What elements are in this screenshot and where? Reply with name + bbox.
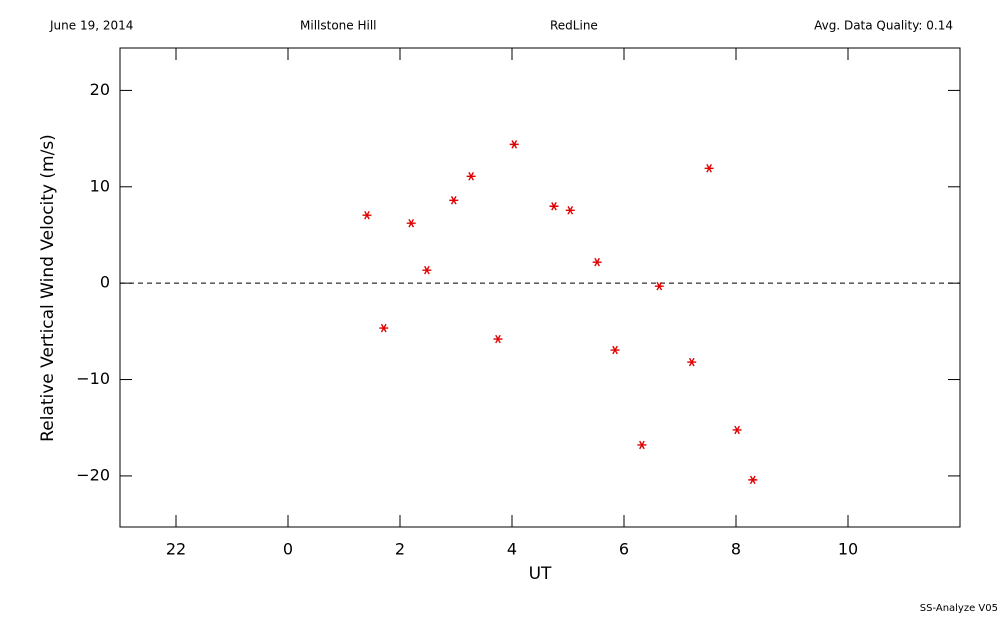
x-tick-label: 2: [395, 540, 405, 559]
data-point: [379, 323, 389, 333]
header-quality: Avg. Data Quality: 0.14: [814, 19, 953, 33]
x-tick-label: 10: [838, 540, 858, 559]
header-date: June 19, 2014: [49, 19, 133, 33]
y-tick-label: −10: [76, 369, 110, 388]
x-axis-label: UT: [529, 564, 552, 584]
x-tick-label: 6: [619, 540, 629, 559]
data-point: [654, 281, 664, 291]
y-tick-label: 20: [90, 80, 110, 99]
data-point: [748, 475, 758, 485]
plot-frame: [119, 47, 961, 528]
data-point: [592, 257, 602, 267]
data-point: [422, 265, 432, 275]
y-tick-label: 0: [100, 273, 110, 292]
x-tick-label: 4: [507, 540, 517, 559]
data-point: [687, 357, 697, 367]
x-tick-label: 22: [166, 540, 186, 559]
y-tick-label: −20: [76, 465, 110, 484]
data-point: [493, 334, 503, 344]
data-point: [549, 202, 559, 211]
y-axis-label: Relative Vertical Wind Velocity (m/s): [38, 134, 58, 442]
data-point: [406, 218, 416, 228]
data-point: [637, 440, 647, 450]
data-point: [565, 206, 575, 215]
data-point: [509, 140, 519, 149]
x-tick-label: 8: [731, 540, 741, 559]
y-tick-label: 10: [90, 176, 110, 195]
data-point: [362, 210, 372, 220]
header-emission: RedLine: [550, 19, 598, 33]
x-tick-label: 0: [283, 540, 293, 559]
header-site: Millstone Hill: [300, 19, 376, 33]
data-point: [732, 425, 742, 435]
data-point: [610, 345, 620, 355]
data-point: [466, 172, 476, 181]
data-point: [449, 196, 459, 205]
data-point: [704, 164, 714, 173]
footer: SS-Analyze V05: [920, 603, 998, 614]
